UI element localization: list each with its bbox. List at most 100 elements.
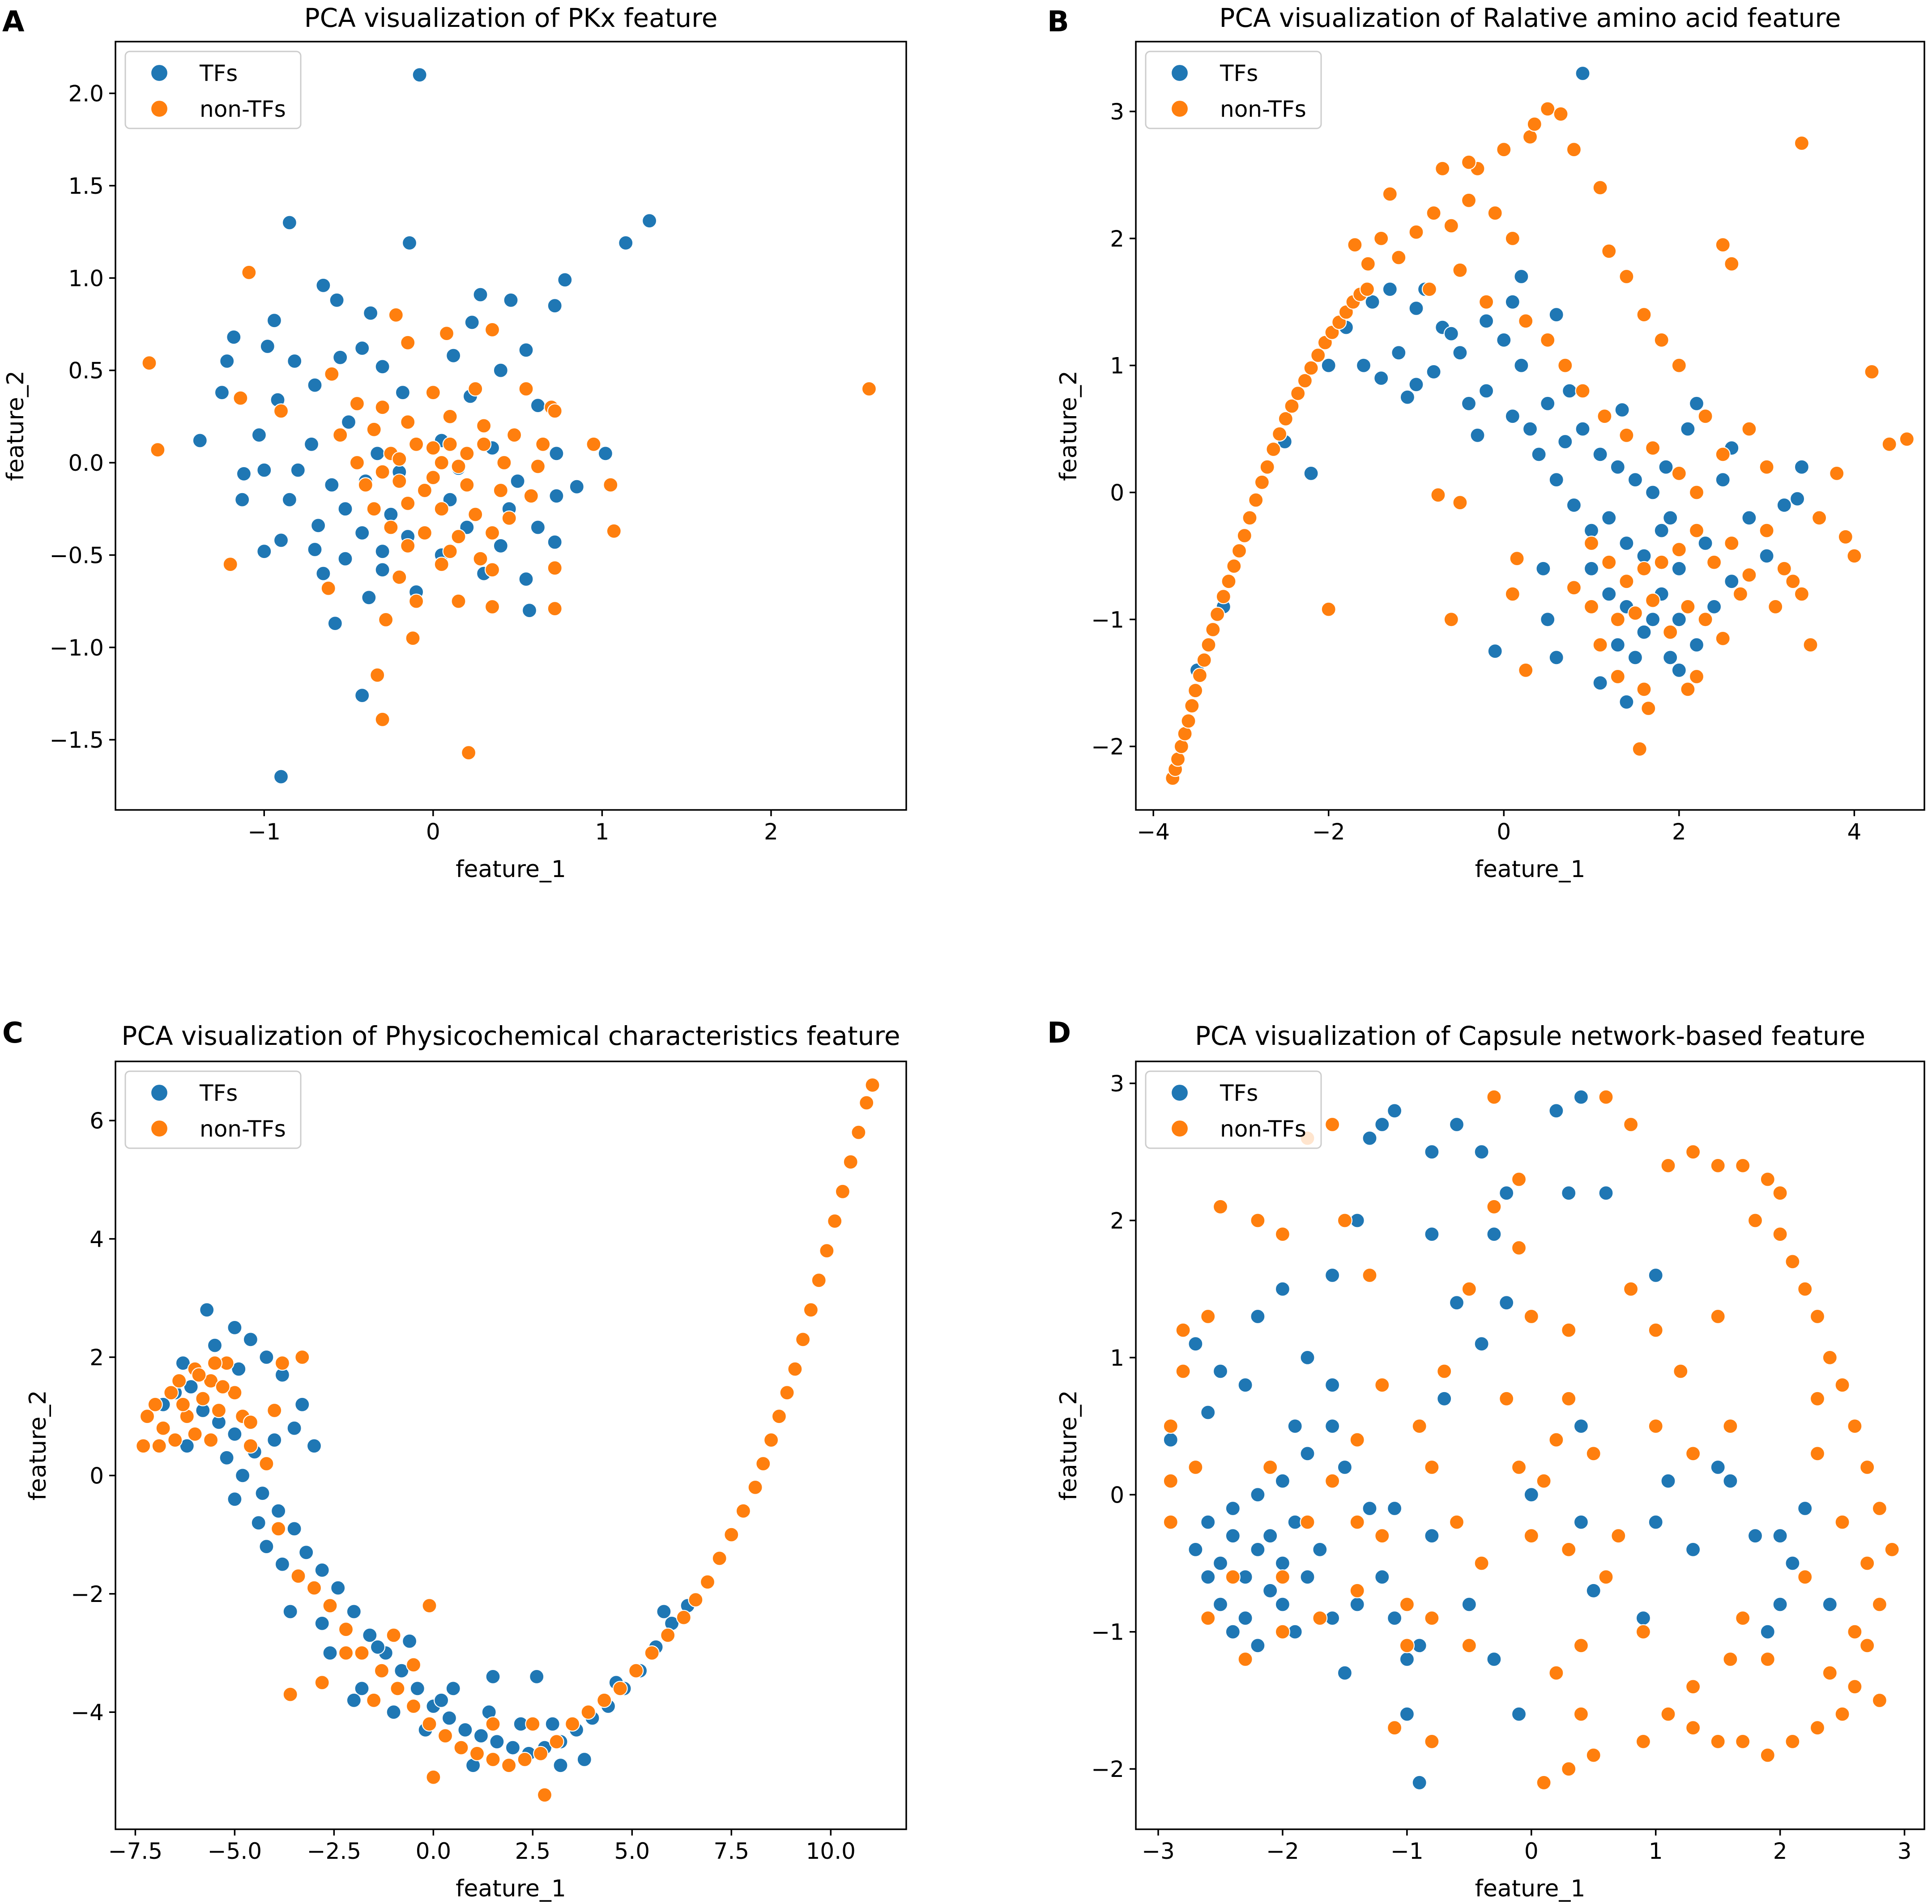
point-non-tf (1573, 1706, 1589, 1722)
point-non-tf (366, 501, 382, 517)
point-non-tf (1812, 510, 1827, 526)
point-tf (1540, 612, 1556, 627)
point-non-tf (1785, 1254, 1800, 1269)
point-non-tf (1231, 543, 1247, 559)
point-tf (370, 446, 385, 461)
point-tf (1614, 402, 1630, 418)
panel-letter: B (1047, 5, 1069, 38)
point-non-tf (1610, 669, 1625, 685)
point-non-tf (1723, 1418, 1738, 1434)
point-tf (286, 1521, 302, 1537)
point-tf (1424, 1144, 1440, 1160)
point-tf (1349, 1597, 1365, 1612)
point-non-tf (1163, 1514, 1178, 1530)
point-tf (1747, 1528, 1763, 1544)
point-tf (1760, 1624, 1775, 1640)
point-tf (1548, 307, 1564, 323)
point-non-tf (1408, 224, 1424, 240)
point-tf (1645, 612, 1661, 627)
point-non-tf (1200, 1308, 1216, 1325)
point-tf (493, 538, 508, 554)
point-non-tf (1181, 713, 1196, 729)
point-non-tf (1598, 1089, 1614, 1105)
point-non-tf (425, 440, 441, 456)
point-non-tf (1499, 1391, 1514, 1406)
point-non-tf (366, 1692, 382, 1708)
point-non-tf (1760, 1171, 1775, 1187)
point-non-tf (859, 1095, 874, 1111)
x-tick-label: 4 (1847, 819, 1861, 845)
point-tf (1312, 1542, 1328, 1557)
point-non-tf (1706, 554, 1722, 570)
point-tf (226, 329, 242, 345)
point-non-tf (400, 335, 416, 350)
point-non-tf (1511, 1171, 1527, 1187)
point-tf (1365, 294, 1380, 310)
point-non-tf (408, 593, 424, 609)
point-non-tf (375, 711, 390, 727)
point-non-tf (405, 630, 421, 646)
point-tf (1575, 65, 1591, 81)
y-tick-label: 2 (1110, 1208, 1124, 1234)
y-tick-label: 0 (1110, 480, 1124, 506)
point-tf (299, 1545, 314, 1560)
point-non-tf (322, 1598, 338, 1614)
legend: TFs non-TFs (1145, 1070, 1322, 1149)
x-axis-label: feature_1 (1475, 1875, 1586, 1902)
point-tf (1523, 1487, 1539, 1503)
point-non-tf (628, 1663, 644, 1678)
point-tf (1671, 561, 1687, 576)
point-non-tf (1884, 1542, 1900, 1557)
x-tick-label: 3 (1898, 1838, 1912, 1864)
point-non-tf (843, 1154, 858, 1170)
point-tf (1573, 1418, 1589, 1434)
point-tf (549, 446, 564, 461)
point-non-tf (485, 1751, 501, 1768)
point-non-tf (425, 385, 441, 400)
point-non-tf (1474, 1555, 1489, 1571)
point-non-tf (1449, 1514, 1465, 1530)
point-tf (207, 1337, 223, 1353)
point-tf (1648, 1514, 1663, 1530)
legend-label: TFs (199, 60, 238, 86)
point-non-tf (1834, 1514, 1850, 1530)
point-non-tf (1374, 1377, 1390, 1393)
point-non-tf (1619, 574, 1634, 589)
point-tf (306, 1438, 322, 1454)
point-tf (294, 1397, 310, 1412)
point-non-tf (564, 1716, 580, 1732)
x-tick-label: −1 (247, 819, 281, 845)
point-tf (362, 1627, 378, 1643)
point-tf (1325, 1267, 1340, 1283)
point-non-tf (1710, 1158, 1726, 1173)
point-non-tf (755, 1456, 771, 1472)
point-non-tf (175, 1397, 191, 1412)
point-tf (1362, 1500, 1378, 1516)
point-tf (1424, 1528, 1440, 1544)
point-non-tf (1724, 535, 1740, 551)
point-tf (1505, 294, 1520, 310)
point-tf (521, 603, 537, 618)
point-tf (547, 534, 563, 550)
point-non-tf (1872, 1692, 1887, 1708)
point-non-tf (1785, 574, 1801, 589)
point-tf (1408, 377, 1424, 392)
point-non-tf (1523, 1528, 1539, 1544)
point-non-tf (349, 455, 365, 471)
point-non-tf (468, 507, 483, 522)
point-non-tf (392, 569, 407, 585)
point-non-tf (1399, 1597, 1415, 1612)
point-non-tf (779, 1385, 795, 1401)
point-non-tf (1654, 554, 1669, 570)
point-tf (1505, 409, 1520, 424)
point-tf (1387, 1500, 1403, 1516)
point-non-tf (506, 427, 522, 443)
point-non-tf (1583, 599, 1599, 615)
y-tick-label: 6 (90, 1108, 104, 1134)
point-non-tf (1648, 1418, 1663, 1434)
point-tf (597, 446, 614, 461)
point-tf (227, 1426, 243, 1442)
point-non-tf (1864, 364, 1880, 380)
point-non-tf (523, 488, 539, 504)
